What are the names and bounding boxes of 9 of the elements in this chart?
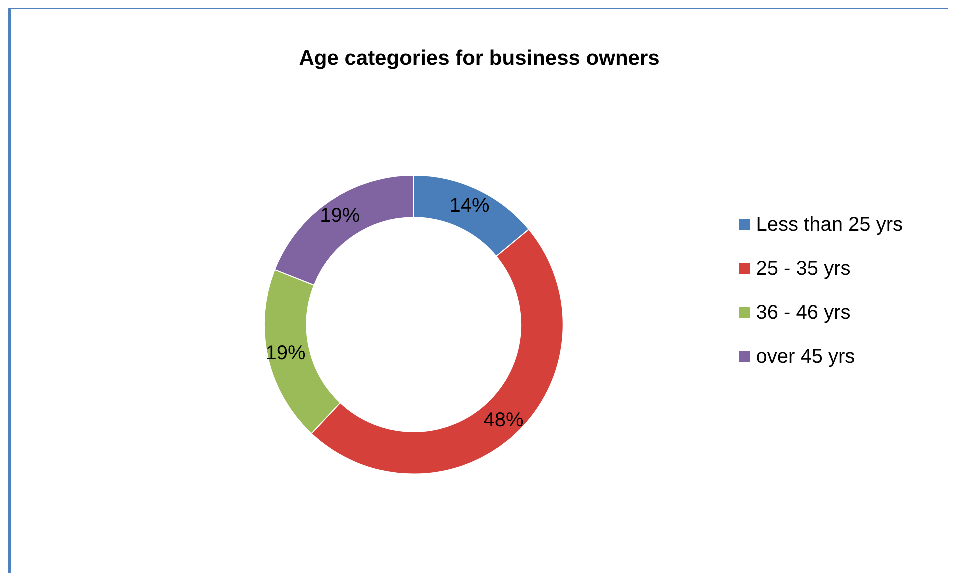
data-label: 14% — [450, 195, 490, 218]
data-label: 19% — [320, 205, 360, 228]
legend-label: 25 - 35 yrs — [756, 258, 851, 280]
chart-title: Age categories for business owners — [299, 47, 660, 70]
data-label: 19% — [266, 342, 306, 364]
legend-label: 36 - 46 yrs — [756, 302, 851, 324]
legend-label: over 45 yrs — [756, 346, 856, 368]
data-label: 48% — [484, 410, 524, 432]
legend-label: Less than 25 yrs — [756, 214, 903, 236]
